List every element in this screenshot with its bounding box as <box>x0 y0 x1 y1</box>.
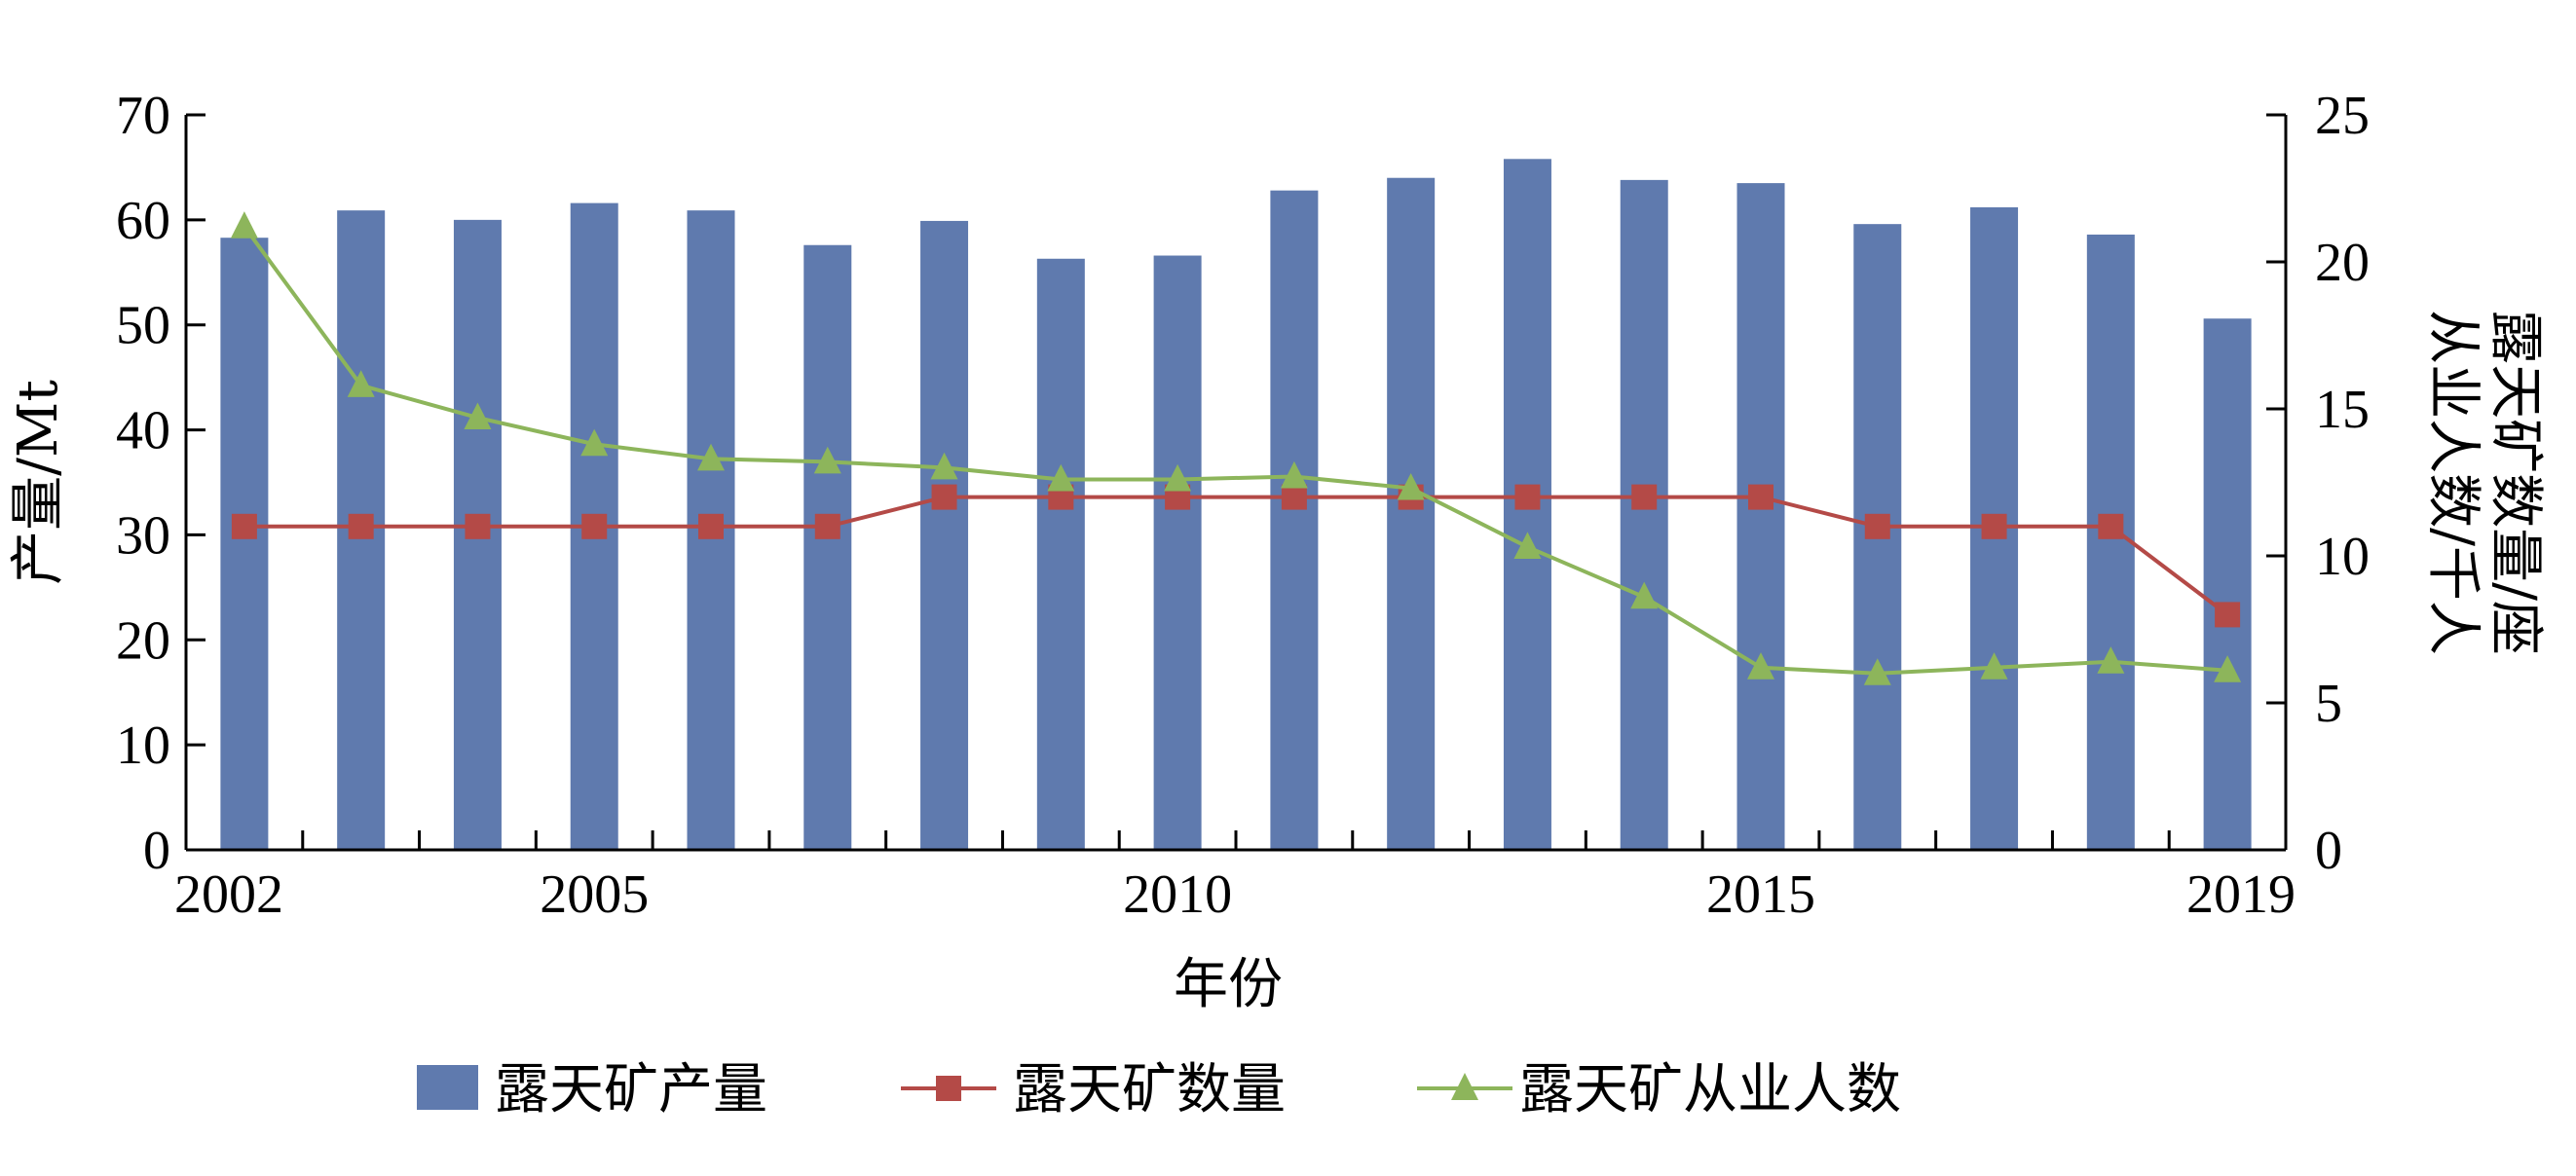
bar-2014 <box>1620 179 1668 850</box>
left-tick-label-70: 70 <box>116 86 170 146</box>
point-2-2017 <box>1980 652 2008 680</box>
point-1-2002 <box>231 513 257 539</box>
x-tick-label-2005: 2005 <box>540 864 649 925</box>
point-2-2006 <box>697 443 725 471</box>
point-2-2014 <box>1630 581 1659 609</box>
point-1-2013 <box>1514 484 1541 510</box>
point-2-2004 <box>464 402 492 430</box>
legend-label-0: 露天矿产量 <box>495 1058 767 1121</box>
legend-label-1: 露天矿数量 <box>1013 1058 1286 1121</box>
point-1-2011 <box>1281 484 1307 510</box>
bar-2007 <box>803 244 852 850</box>
left-tick-label-10: 10 <box>116 716 170 776</box>
point-1-2019 <box>2215 602 2241 628</box>
bar-2010 <box>1153 255 1202 850</box>
right-tick-label-0: 0 <box>2315 821 2342 881</box>
legend-swatch-bar <box>417 1065 478 1110</box>
point-2-2007 <box>813 446 841 474</box>
x-tick-label-2019: 2019 <box>2186 864 2296 925</box>
series-line-1 <box>243 495 2229 616</box>
point-1-2018 <box>2098 513 2124 539</box>
bar-2015 <box>1736 183 1785 850</box>
point-1-2017 <box>1981 513 2007 539</box>
point-1-2015 <box>1748 484 1773 510</box>
point-1-2007 <box>814 513 840 539</box>
point-1-2003 <box>348 513 374 539</box>
point-1-2008 <box>931 484 957 510</box>
bar-2018 <box>2086 234 2135 850</box>
x-axis-title: 年份 <box>1174 953 1283 1016</box>
point-2-2003 <box>347 370 375 397</box>
bar-2012 <box>1387 177 1436 850</box>
line-group <box>230 211 2242 685</box>
point-2-2019 <box>2214 655 2242 682</box>
right-tick-label-25: 25 <box>2315 86 2370 146</box>
right-tick-label-10: 10 <box>2315 527 2370 587</box>
axes <box>184 113 2288 852</box>
bar-2009 <box>1036 258 1085 850</box>
left-tick-label-40: 40 <box>116 401 170 461</box>
legend-marker-square <box>936 1076 961 1101</box>
right-tick-label-15: 15 <box>2315 380 2370 440</box>
legend-marker-triangle <box>1451 1073 1478 1100</box>
legend: 露天矿产量 露天矿数量 露天矿从业人数 <box>417 1058 1901 1121</box>
right-axis-title-line2: 露天矿数量/座 <box>2483 310 2547 655</box>
point-2-2002 <box>230 211 258 239</box>
point-2-2013 <box>1513 532 1542 559</box>
point-2-2018 <box>2097 646 2125 674</box>
bar-2008 <box>920 220 969 850</box>
point-2-2016 <box>1863 658 1891 685</box>
point-2-2015 <box>1747 652 1774 680</box>
right-tick-label-20: 20 <box>2315 233 2370 293</box>
bar-2019 <box>2203 318 2252 850</box>
bar-group <box>220 159 2252 851</box>
point-2-2012 <box>1397 472 1425 500</box>
left-tick-label-60: 60 <box>116 191 170 251</box>
point-1-2016 <box>1864 513 1890 539</box>
axis-labels: 0 10 20 30 40 50 60 70 0 5 10 15 20 25 2002 2005 2010 201… <box>7 86 2547 1016</box>
left-tick-label-50: 50 <box>116 296 170 356</box>
point-2-2010 <box>1164 463 1192 492</box>
bar-2011 <box>1270 190 1319 850</box>
point-1-2006 <box>698 513 724 539</box>
point-2-2009 <box>1047 463 1075 492</box>
series-line-2 <box>243 225 2228 676</box>
right-tick-label-5: 5 <box>2315 674 2342 734</box>
bar-2002 <box>220 238 269 850</box>
left-tick-label-0: 0 <box>143 821 170 881</box>
point-2-2008 <box>930 452 958 480</box>
right-axis-title-line1: 从业人数/千人 <box>2421 310 2484 655</box>
point-2-2011 <box>1280 460 1308 489</box>
point-2-2005 <box>580 428 609 457</box>
x-tick-label-2002: 2002 <box>174 864 283 925</box>
point-1-2014 <box>1631 484 1658 510</box>
left-tick-label-30: 30 <box>116 505 170 566</box>
left-axis-title: 产量/Mt <box>7 380 70 585</box>
x-tick-label-2010: 2010 <box>1123 864 1232 925</box>
legend-label-2: 露天矿从业人数 <box>1519 1058 1901 1121</box>
x-tick-label-2015: 2015 <box>1706 864 1815 925</box>
left-tick-label-20: 20 <box>116 610 170 671</box>
point-1-2004 <box>465 513 491 539</box>
point-1-2005 <box>581 513 608 539</box>
